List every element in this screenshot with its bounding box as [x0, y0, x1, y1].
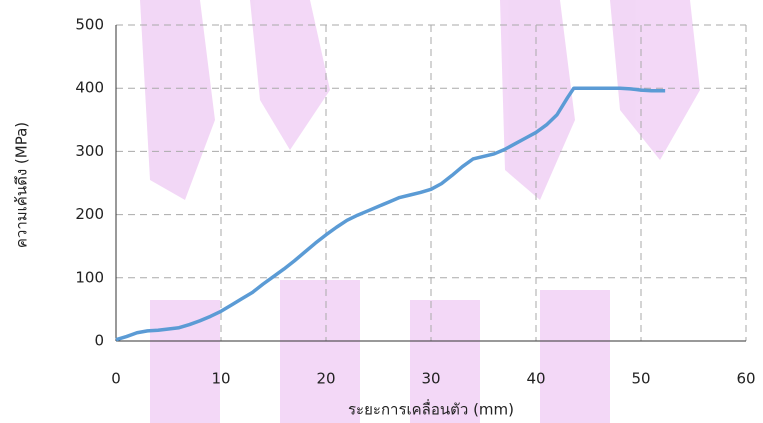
x-tick-label: 40: [526, 370, 545, 388]
y-tick-label: 200: [75, 205, 104, 223]
x-tick-label: 0: [111, 370, 121, 388]
x-tick-label: 50: [631, 370, 650, 388]
watermark: [140, 0, 700, 423]
x-axis-label: ระยะการเคลื่อนตัว (mm): [348, 399, 514, 419]
x-tick-label: 30: [421, 370, 440, 388]
y-axis-label: ความเค้นดึง (MPa): [13, 122, 31, 248]
y-tick-label: 400: [75, 79, 104, 97]
data-line: [115, 86, 666, 342]
x-tick-label: 10: [211, 370, 230, 388]
x-tick-label: 20: [316, 370, 335, 388]
y-tick-label: 300: [75, 142, 104, 160]
y-tick-label: 100: [75, 268, 104, 286]
x-tick-label: 60: [736, 370, 755, 388]
y-tick-label: 0: [94, 332, 104, 350]
y-tick-label: 500: [75, 16, 104, 34]
